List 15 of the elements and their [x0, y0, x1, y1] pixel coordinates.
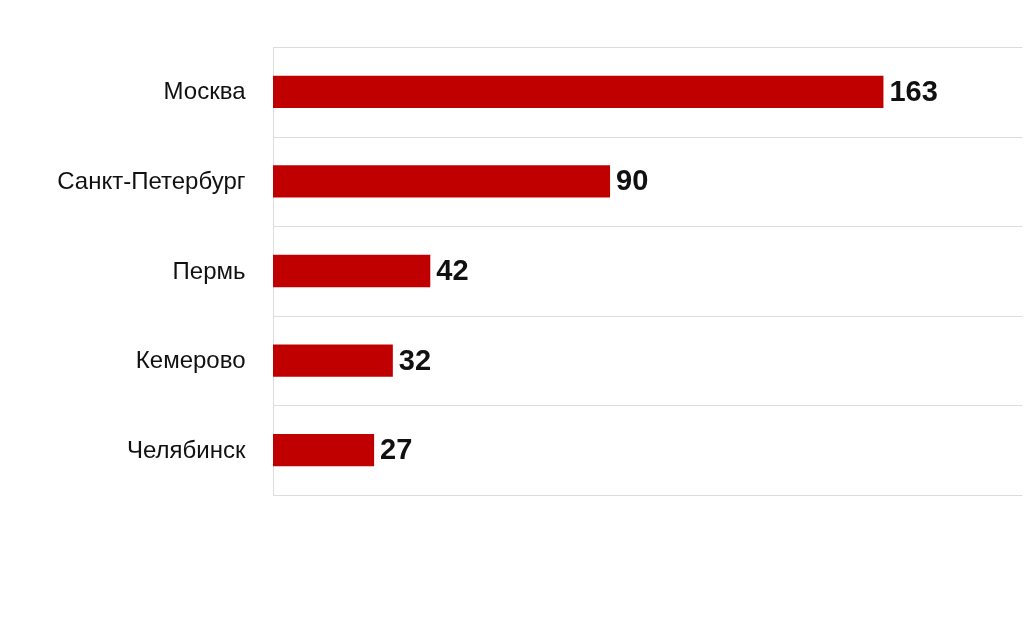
data-label: 90	[616, 164, 649, 197]
data-label: 27	[380, 433, 413, 466]
bar	[273, 75, 884, 108]
y-tick-label: Москва	[163, 77, 247, 105]
y-tick-label: Челябинск	[127, 435, 246, 463]
bar	[273, 165, 611, 198]
data-label: 42	[436, 254, 469, 286]
y-tick-label: Санкт-Петербург	[57, 166, 246, 194]
data-label: 163	[889, 74, 938, 107]
bar	[273, 434, 375, 467]
y-tick-label: Пермь	[172, 256, 246, 284]
bar	[273, 254, 431, 288]
bar	[273, 344, 393, 377]
y-tick-label: Кемерово	[135, 346, 246, 374]
data-label: 32	[398, 343, 432, 376]
